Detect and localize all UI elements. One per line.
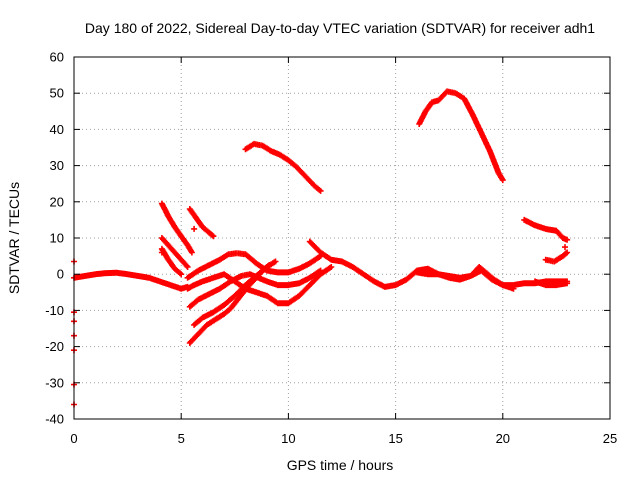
- y-axis-ticks: -40 -30 -20 -10 0 10 20 30 40 50 60: [45, 50, 610, 427]
- series-track-7: [184, 250, 324, 281]
- series-track-5: [186, 206, 217, 240]
- point-markers: [186, 206, 217, 240]
- y-tick-label: -40: [45, 412, 64, 427]
- point-markers: [186, 267, 324, 310]
- series-track-2: [158, 200, 195, 256]
- series-track-1: [71, 269, 191, 292]
- point-markers: [521, 216, 571, 243]
- y-tick-label: 40: [50, 122, 64, 137]
- point-markers: [158, 235, 191, 270]
- series-track-6: [184, 264, 335, 307]
- y-axis-label: SDTVAR / TECUs: [6, 182, 22, 294]
- y-tick-label: 0: [57, 267, 64, 282]
- point-markers: [158, 200, 195, 256]
- series-track-17: [542, 249, 571, 265]
- series-track-12: [306, 238, 571, 290]
- x-axis-ticks: 0 5 10 15 20 25: [70, 57, 617, 446]
- y-tick-label: -20: [45, 339, 64, 354]
- x-tick-label: 10: [281, 431, 295, 446]
- point-markers: [416, 88, 506, 184]
- chart-title: Day 180 of 2022, Sidereal Day-to-day VTE…: [85, 20, 595, 36]
- data-points: [71, 88, 571, 408]
- x-tick-label: 25: [603, 431, 617, 446]
- point-markers: [184, 264, 335, 307]
- series-track-13: [416, 88, 506, 184]
- series-track-14: [414, 264, 517, 292]
- x-tick-label: 20: [496, 431, 510, 446]
- series-track-3: [158, 235, 191, 270]
- point-markers: [71, 269, 191, 292]
- x-axis-label: GPS time / hours: [287, 457, 394, 473]
- series-track-4: [158, 245, 185, 278]
- series-track-16: [532, 278, 571, 289]
- point-markers: [184, 250, 324, 281]
- point-markers: [542, 249, 571, 265]
- y-tick-label: 30: [50, 158, 64, 173]
- y-tick-label: -30: [45, 375, 64, 390]
- series-track-11: [242, 140, 324, 194]
- y-tick-label: 60: [50, 50, 64, 65]
- x-tick-label: 0: [70, 431, 77, 446]
- series-track-10: [191, 258, 279, 328]
- series-track-15: [521, 216, 571, 243]
- point-markers: [306, 238, 571, 290]
- point-markers: [158, 245, 185, 278]
- point-markers: [242, 140, 324, 194]
- point-markers: [191, 258, 279, 328]
- grid-lines: [74, 57, 610, 419]
- series-track-8: [186, 267, 324, 310]
- x-tick-label: 15: [388, 431, 402, 446]
- y-tick-label: -10: [45, 303, 64, 318]
- y-tick-label: 10: [50, 231, 64, 246]
- point-markers: [414, 264, 517, 292]
- x-tick-label: 5: [178, 431, 185, 446]
- y-tick-label: 20: [50, 194, 64, 209]
- y-tick-label: 50: [50, 86, 64, 101]
- point-markers: [532, 278, 571, 289]
